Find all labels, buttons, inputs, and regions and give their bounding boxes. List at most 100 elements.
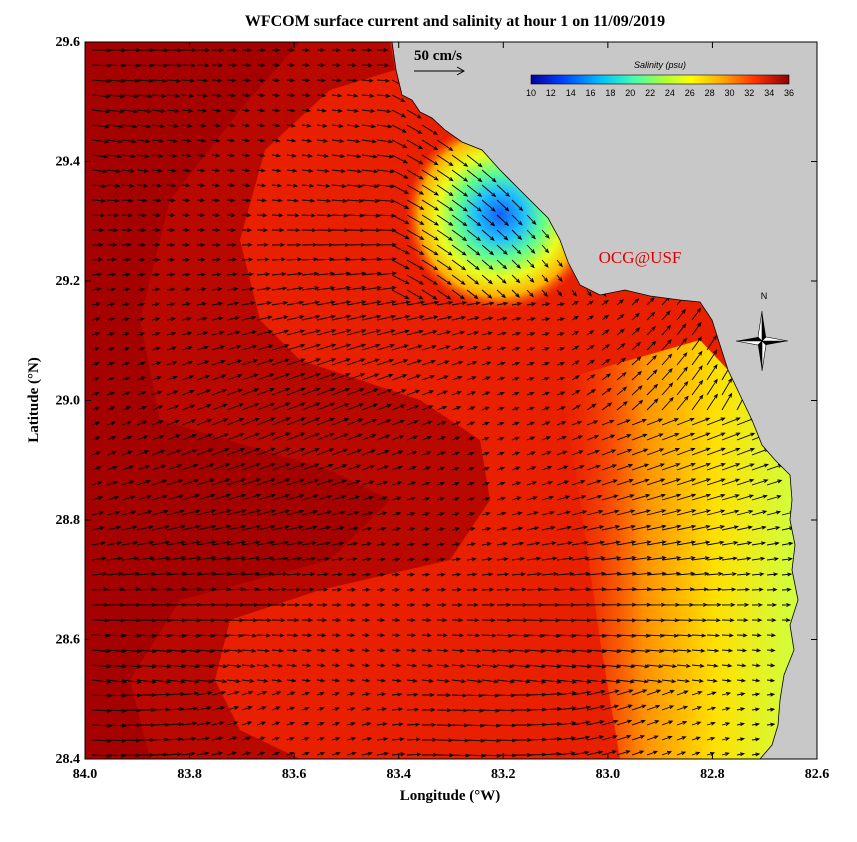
current-arrow xyxy=(601,525,621,531)
current-arrow xyxy=(241,198,252,203)
current-arrow xyxy=(451,375,463,381)
current-arrow xyxy=(541,480,554,486)
current-arrow xyxy=(586,689,606,696)
current-arrow xyxy=(706,618,721,623)
colorbar-tick-label: 32 xyxy=(744,88,754,98)
current-arrow xyxy=(721,648,734,653)
current-arrow xyxy=(121,465,134,471)
current-arrow xyxy=(271,663,284,668)
current-arrow xyxy=(511,679,531,684)
current-arrow xyxy=(706,602,722,607)
current-arrow xyxy=(436,199,454,212)
current-arrow xyxy=(466,708,485,713)
current-arrow xyxy=(331,479,347,486)
current-arrow xyxy=(481,511,491,516)
current-arrow xyxy=(361,434,377,441)
current-arrow xyxy=(211,478,231,486)
current-arrow xyxy=(181,168,192,173)
current-arrow xyxy=(211,242,222,247)
current-arrow xyxy=(181,360,194,366)
current-arrow xyxy=(631,399,644,411)
current-arrow xyxy=(286,541,304,546)
current-arrow xyxy=(496,331,507,336)
current-arrow xyxy=(361,736,373,741)
current-arrow xyxy=(301,183,315,188)
current-arrow xyxy=(421,435,433,441)
current-arrow xyxy=(736,678,747,683)
current-arrow xyxy=(346,433,363,441)
current-arrow xyxy=(211,360,226,366)
current-arrow xyxy=(676,587,695,592)
current-arrow xyxy=(226,478,246,486)
current-arrow xyxy=(91,481,103,486)
current-arrow xyxy=(271,736,281,741)
current-arrow xyxy=(301,510,319,516)
current-arrow xyxy=(421,663,434,668)
current-arrow xyxy=(346,285,367,291)
current-arrow xyxy=(136,480,151,486)
current-arrow xyxy=(676,690,689,696)
current-arrow xyxy=(346,633,356,638)
current-arrow xyxy=(391,244,410,255)
current-arrow xyxy=(406,692,419,697)
current-arrow xyxy=(196,302,208,306)
current-arrow xyxy=(121,391,131,396)
current-arrow xyxy=(676,736,687,741)
current-arrow xyxy=(676,571,696,576)
current-arrow xyxy=(451,301,468,306)
current-arrow xyxy=(421,139,439,151)
current-arrow xyxy=(106,587,125,592)
current-arrow xyxy=(136,391,147,396)
current-arrow xyxy=(286,417,306,426)
current-arrow xyxy=(661,310,671,321)
current-arrow xyxy=(631,463,650,471)
current-arrow xyxy=(286,358,306,366)
current-arrow xyxy=(616,328,625,336)
current-arrow xyxy=(601,387,612,396)
current-arrow xyxy=(451,421,461,426)
current-arrow xyxy=(511,541,525,546)
current-arrow xyxy=(391,572,401,577)
current-arrow xyxy=(646,735,659,741)
current-arrow xyxy=(496,199,510,212)
current-arrow xyxy=(121,332,130,337)
current-arrow xyxy=(391,139,408,149)
current-arrow xyxy=(346,184,364,189)
current-arrow xyxy=(391,587,401,592)
current-arrow xyxy=(106,109,125,114)
current-arrow xyxy=(271,242,286,247)
current-arrow xyxy=(421,300,440,306)
current-arrow xyxy=(211,287,223,292)
current-arrow xyxy=(556,525,573,531)
current-arrow xyxy=(376,213,397,218)
current-arrow xyxy=(271,706,281,711)
current-arrow xyxy=(241,587,260,592)
current-arrow xyxy=(226,540,247,546)
current-arrow xyxy=(361,692,371,697)
current-arrow xyxy=(661,705,675,711)
current-arrow xyxy=(631,750,645,756)
current-arrow xyxy=(451,664,466,668)
current-arrow xyxy=(346,154,362,159)
current-arrow xyxy=(271,329,290,336)
current-arrow xyxy=(271,417,291,426)
current-arrow xyxy=(91,272,103,277)
current-arrow xyxy=(196,706,212,711)
current-arrow xyxy=(661,493,682,501)
current-arrow xyxy=(181,63,196,68)
current-arrow xyxy=(436,345,451,351)
current-arrow xyxy=(421,633,432,638)
current-arrow xyxy=(211,448,230,456)
current-arrow xyxy=(196,78,209,83)
current-arrow xyxy=(511,289,520,298)
current-arrow xyxy=(766,557,780,561)
current-arrow xyxy=(676,432,696,441)
current-arrow xyxy=(241,286,255,291)
current-arrow xyxy=(436,527,445,532)
current-arrow xyxy=(106,198,120,203)
current-arrow xyxy=(301,463,320,471)
current-arrow xyxy=(601,679,621,684)
current-arrow xyxy=(151,722,170,727)
current-arrow xyxy=(616,343,626,351)
current-arrow xyxy=(406,184,425,195)
